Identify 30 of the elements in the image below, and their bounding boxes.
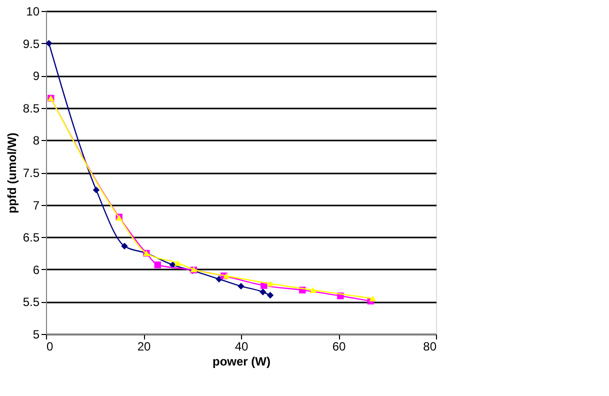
y-tick-label: 8.5: [22, 101, 40, 116]
y-tick-label: 7.5: [22, 166, 40, 180]
y-tick-label: 5.5: [22, 295, 40, 310]
y-tick-label: 9: [32, 69, 40, 84]
point: [46, 40, 52, 47]
y-tick-label: 8: [32, 134, 40, 148]
point: [154, 262, 161, 268]
point: [310, 287, 317, 293]
y-tick-label: 9.5: [22, 36, 40, 51]
x-tick-label: 80: [423, 340, 437, 354]
point: [266, 280, 274, 287]
point: [223, 272, 230, 279]
y-tick-label: 6.5: [22, 230, 40, 245]
y-axis-title: ppfd (umol/W): [4, 132, 19, 214]
point: [260, 288, 266, 296]
y-tick-label: 10: [26, 4, 40, 18]
y-tick-label: 7: [32, 198, 40, 212]
point: [238, 282, 244, 290]
x-tick-label: 20: [137, 340, 151, 354]
x-tick-label: 40: [234, 340, 248, 354]
point: [92, 186, 100, 194]
point: [266, 292, 274, 299]
point: [174, 260, 181, 266]
point: [121, 242, 128, 250]
y-tick-label: 5: [32, 328, 40, 342]
x-axis-title: power (W): [212, 354, 270, 368]
point: [369, 296, 376, 302]
y-tick-label: 6: [32, 262, 40, 277]
x-tick-label: 0: [46, 340, 54, 354]
x-tick-label: 60: [332, 340, 346, 354]
